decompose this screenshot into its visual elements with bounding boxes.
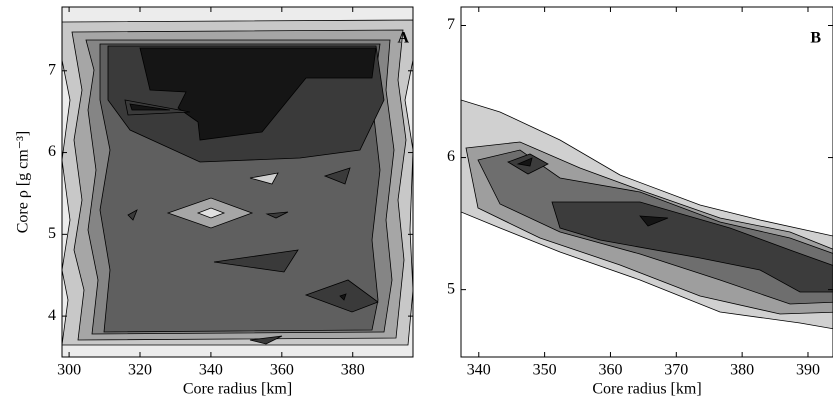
x-axis-label: Core radius [km] <box>183 381 292 398</box>
x-tick-label: 340 <box>467 362 491 379</box>
contour-a <box>62 7 413 357</box>
x-tick-label: 370 <box>664 362 688 379</box>
y-axis-label: Core ρ [g cm⁻³] <box>15 131 32 234</box>
x-tick-label: 360 <box>598 362 622 379</box>
x-tick-label: 380 <box>730 362 754 379</box>
y-tick-label: 4 <box>48 307 56 324</box>
x-tick-label: 380 <box>341 362 365 379</box>
x-tick-label: 350 <box>533 362 557 379</box>
contour-b <box>461 99 833 330</box>
y-tick-label: 6 <box>48 143 56 160</box>
x-tick-label: 360 <box>270 362 294 379</box>
y-tick-label: 7 <box>447 16 455 33</box>
y-tick-label: 6 <box>447 148 455 165</box>
panel-label: B <box>810 30 821 47</box>
y-tick-label: 5 <box>447 280 455 297</box>
x-tick-label: 320 <box>128 362 152 379</box>
x-tick-label: 340 <box>199 362 223 379</box>
plot-frame <box>460 6 833 358</box>
x-axis-label: Core radius [km] <box>592 381 701 398</box>
y-tick-label: 5 <box>48 225 56 242</box>
plot-frame <box>61 6 414 358</box>
x-tick-label: 390 <box>796 362 820 379</box>
panel-label: A <box>397 30 409 47</box>
x-tick-label: 300 <box>57 362 81 379</box>
y-tick-label: 7 <box>48 61 56 78</box>
